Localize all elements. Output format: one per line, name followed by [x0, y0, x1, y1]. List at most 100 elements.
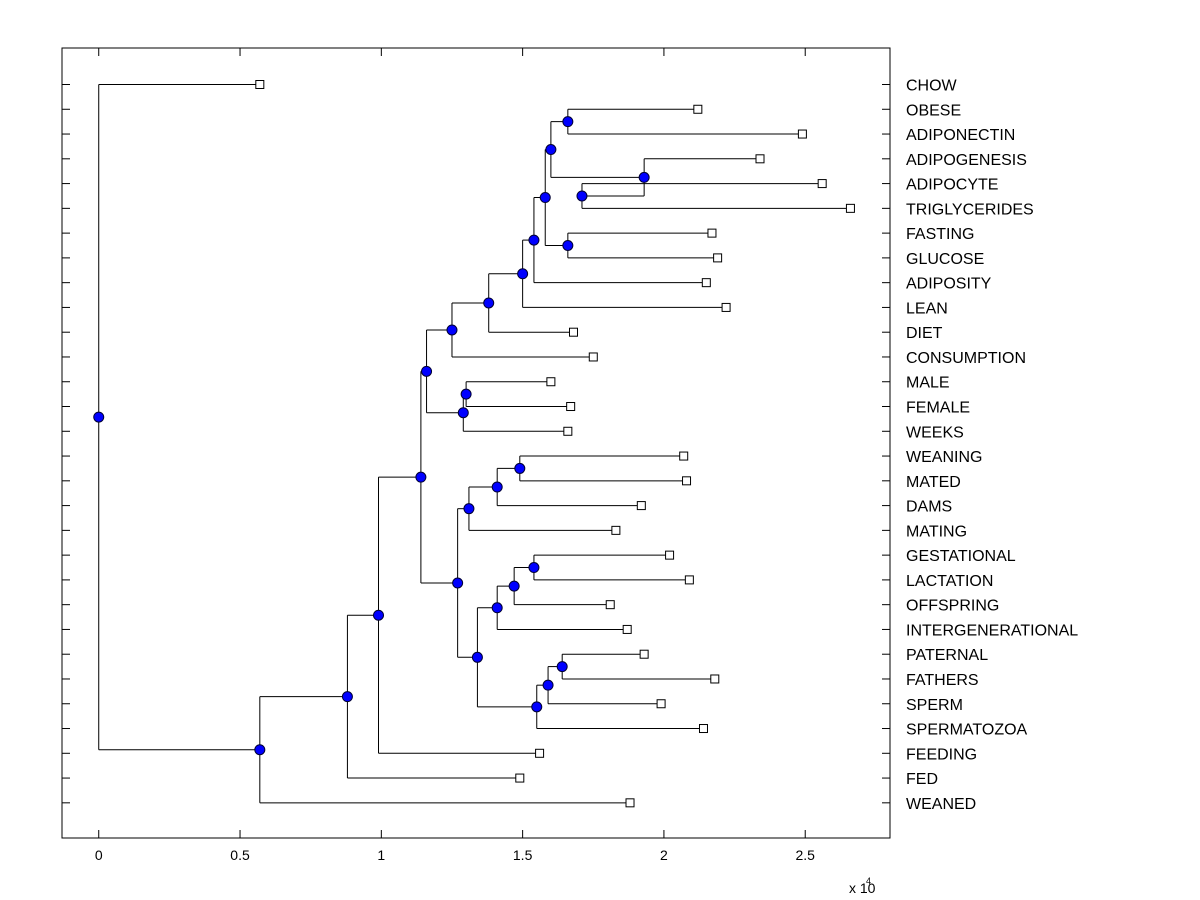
leaf-marker-weeks	[563, 426, 573, 436]
node-marker-n_sperm	[542, 679, 554, 691]
leaf-label-intergenerational: INTERGENERATIONAL	[906, 622, 1078, 639]
plot-frame	[61, 47, 891, 839]
leaf-marker-intergenerational	[622, 624, 632, 634]
leaf-marker-spermatozoa	[698, 724, 708, 734]
leaf-label-feeding: FEEDING	[906, 746, 977, 763]
node-marker-n_weeks	[457, 407, 469, 419]
leaf-marker-lean	[721, 302, 731, 312]
leaf-markers	[255, 80, 855, 808]
leaf-marker-triglycerides	[845, 203, 855, 213]
node-marker-n_dams	[491, 481, 503, 493]
leaf-label-mated: MATED	[906, 474, 961, 491]
leaf-marker-offspring	[605, 600, 615, 610]
leaf-label-lactation: LACTATION	[906, 573, 993, 590]
leaf-marker-weaned	[625, 798, 635, 808]
leaf-label-fathers: FATHERS	[906, 672, 979, 689]
leaf-label-adipocyte: ADIPOCYTE	[906, 177, 998, 194]
leaf-labels: CHOW OBESE ADIPONECTIN ADIPOGENESIS ADIPOCYT…	[906, 78, 1078, 813]
leaf-marker-adiponectin	[797, 129, 807, 139]
leaf-marker-feeding	[535, 748, 545, 758]
leaf-marker-obese	[693, 104, 703, 114]
leaf-label-spermatozoa: SPERMATOZOA	[906, 722, 1028, 739]
x-tick-label-4: 2	[660, 847, 668, 863]
node-marker-n_gest_lact	[528, 562, 540, 574]
node-marker-n_repro	[452, 577, 464, 589]
node-marker-n_lean	[517, 268, 529, 280]
leaf-marker-adipocyte	[817, 179, 827, 189]
leaf-marker-chow	[255, 80, 265, 89]
leaf-label-obese: OBESE	[906, 102, 961, 119]
leaf-marker-fasting	[707, 228, 717, 238]
leaf-marker-fed	[515, 773, 525, 783]
leaf-marker-diet	[568, 327, 578, 337]
node-marker-n_adiposity	[528, 234, 540, 246]
y-axis-ticks	[62, 84, 890, 804]
node-marker-n_offspring	[508, 580, 520, 592]
leaf-marker-fathers	[710, 674, 720, 684]
leaf-label-triglycerides: TRIGLYCERIDES	[906, 201, 1034, 218]
node-marker-n_consumption	[446, 324, 458, 336]
node-marker-n_diet	[483, 297, 495, 309]
leaf-label-adiposity: ADIPOSITY	[906, 276, 992, 293]
leaf-marker-adiposity	[701, 278, 711, 288]
leaf-label-glucose: GLUCOSE	[906, 251, 984, 268]
x-tick-label-2: 1	[377, 847, 385, 863]
leaf-label-dams: DAMS	[906, 499, 952, 516]
leaf-label-diet: DIET	[906, 325, 943, 342]
leaf-label-fasting: FASTING	[906, 226, 974, 243]
leaf-label-lean: LEAN	[906, 300, 948, 317]
node-marker-n_upper	[421, 365, 433, 377]
leaf-label-adipogenesis: ADIPOGENESIS	[906, 152, 1027, 169]
x-axis-exponent-power: 4	[866, 876, 871, 886]
leaf-label-weaned: WEANED	[906, 796, 976, 813]
leaf-label-sperm: SPERM	[906, 697, 963, 714]
leaf-marker-mating	[611, 525, 621, 535]
node-marker-n_fed	[341, 691, 353, 703]
node-marker-n_adipo_fasting	[539, 192, 551, 204]
node-marker-n_male_female	[460, 388, 472, 400]
leaf-label-weaning: WEANING	[906, 449, 982, 466]
leaf-label-offspring: OFFSPRING	[906, 598, 999, 615]
leaf-marker-adipogenesis	[755, 154, 765, 164]
node-marker-n_feeding	[373, 609, 385, 621]
leaf-label-gestational: GESTATIONAL	[906, 548, 1016, 565]
leaf-marker-gestational	[665, 550, 675, 560]
node-marker-n_weaning_mated	[514, 462, 526, 474]
node-markers	[93, 116, 650, 756]
x-tick-label-0: 0	[95, 847, 103, 863]
x-tick-label-3: 1.5	[513, 847, 533, 863]
node-marker-n_adipocyte_trig	[576, 190, 588, 202]
node-marker-n_spermatozoa	[531, 701, 543, 713]
leaf-label-chow: CHOW	[906, 78, 958, 95]
leaf-label-mating: MATING	[906, 523, 967, 540]
leaf-label-male: MALE	[906, 375, 950, 392]
leaf-marker-sperm	[656, 699, 666, 709]
x-axis-ticks: 0 0.5 1 1.5 2 2.5	[95, 48, 815, 863]
leaf-marker-paternal	[639, 649, 649, 659]
node-marker-n_root	[93, 411, 105, 423]
x-tick-label-5: 2.5	[795, 847, 815, 863]
node-marker-n_middle	[415, 471, 427, 483]
leaf-label-weeks: WEEKS	[906, 424, 964, 441]
leaf-marker-mated	[682, 476, 692, 486]
node-marker-n_fasting_glucose	[562, 240, 574, 252]
leaf-label-paternal: PATERNAL	[906, 647, 988, 664]
leaf-marker-glucose	[713, 253, 723, 263]
leaf-label-consumption: CONSUMPTION	[906, 350, 1026, 367]
leaf-label-female: FEMALE	[906, 400, 970, 417]
node-marker-n_paternal_fathers	[556, 661, 568, 673]
leaf-label-adiponectin: ADIPONECTIN	[906, 127, 1015, 144]
node-marker-n_weaned	[254, 744, 266, 756]
leaf-marker-female	[566, 402, 576, 412]
node-marker-n_obese_adiponectin	[562, 116, 574, 128]
leaf-marker-consumption	[588, 352, 598, 362]
leaf-marker-weaning	[679, 451, 689, 461]
x-axis-exponent-label: x 10	[849, 880, 876, 896]
leaf-marker-dams	[636, 501, 646, 511]
x-tick-label-1: 0.5	[230, 847, 250, 863]
node-marker-n_intergen	[491, 602, 503, 614]
leaf-label-fed: FED	[906, 771, 938, 788]
node-marker-n_adipogenesis_group	[638, 171, 650, 183]
node-marker-n_adipo_top	[545, 144, 557, 156]
